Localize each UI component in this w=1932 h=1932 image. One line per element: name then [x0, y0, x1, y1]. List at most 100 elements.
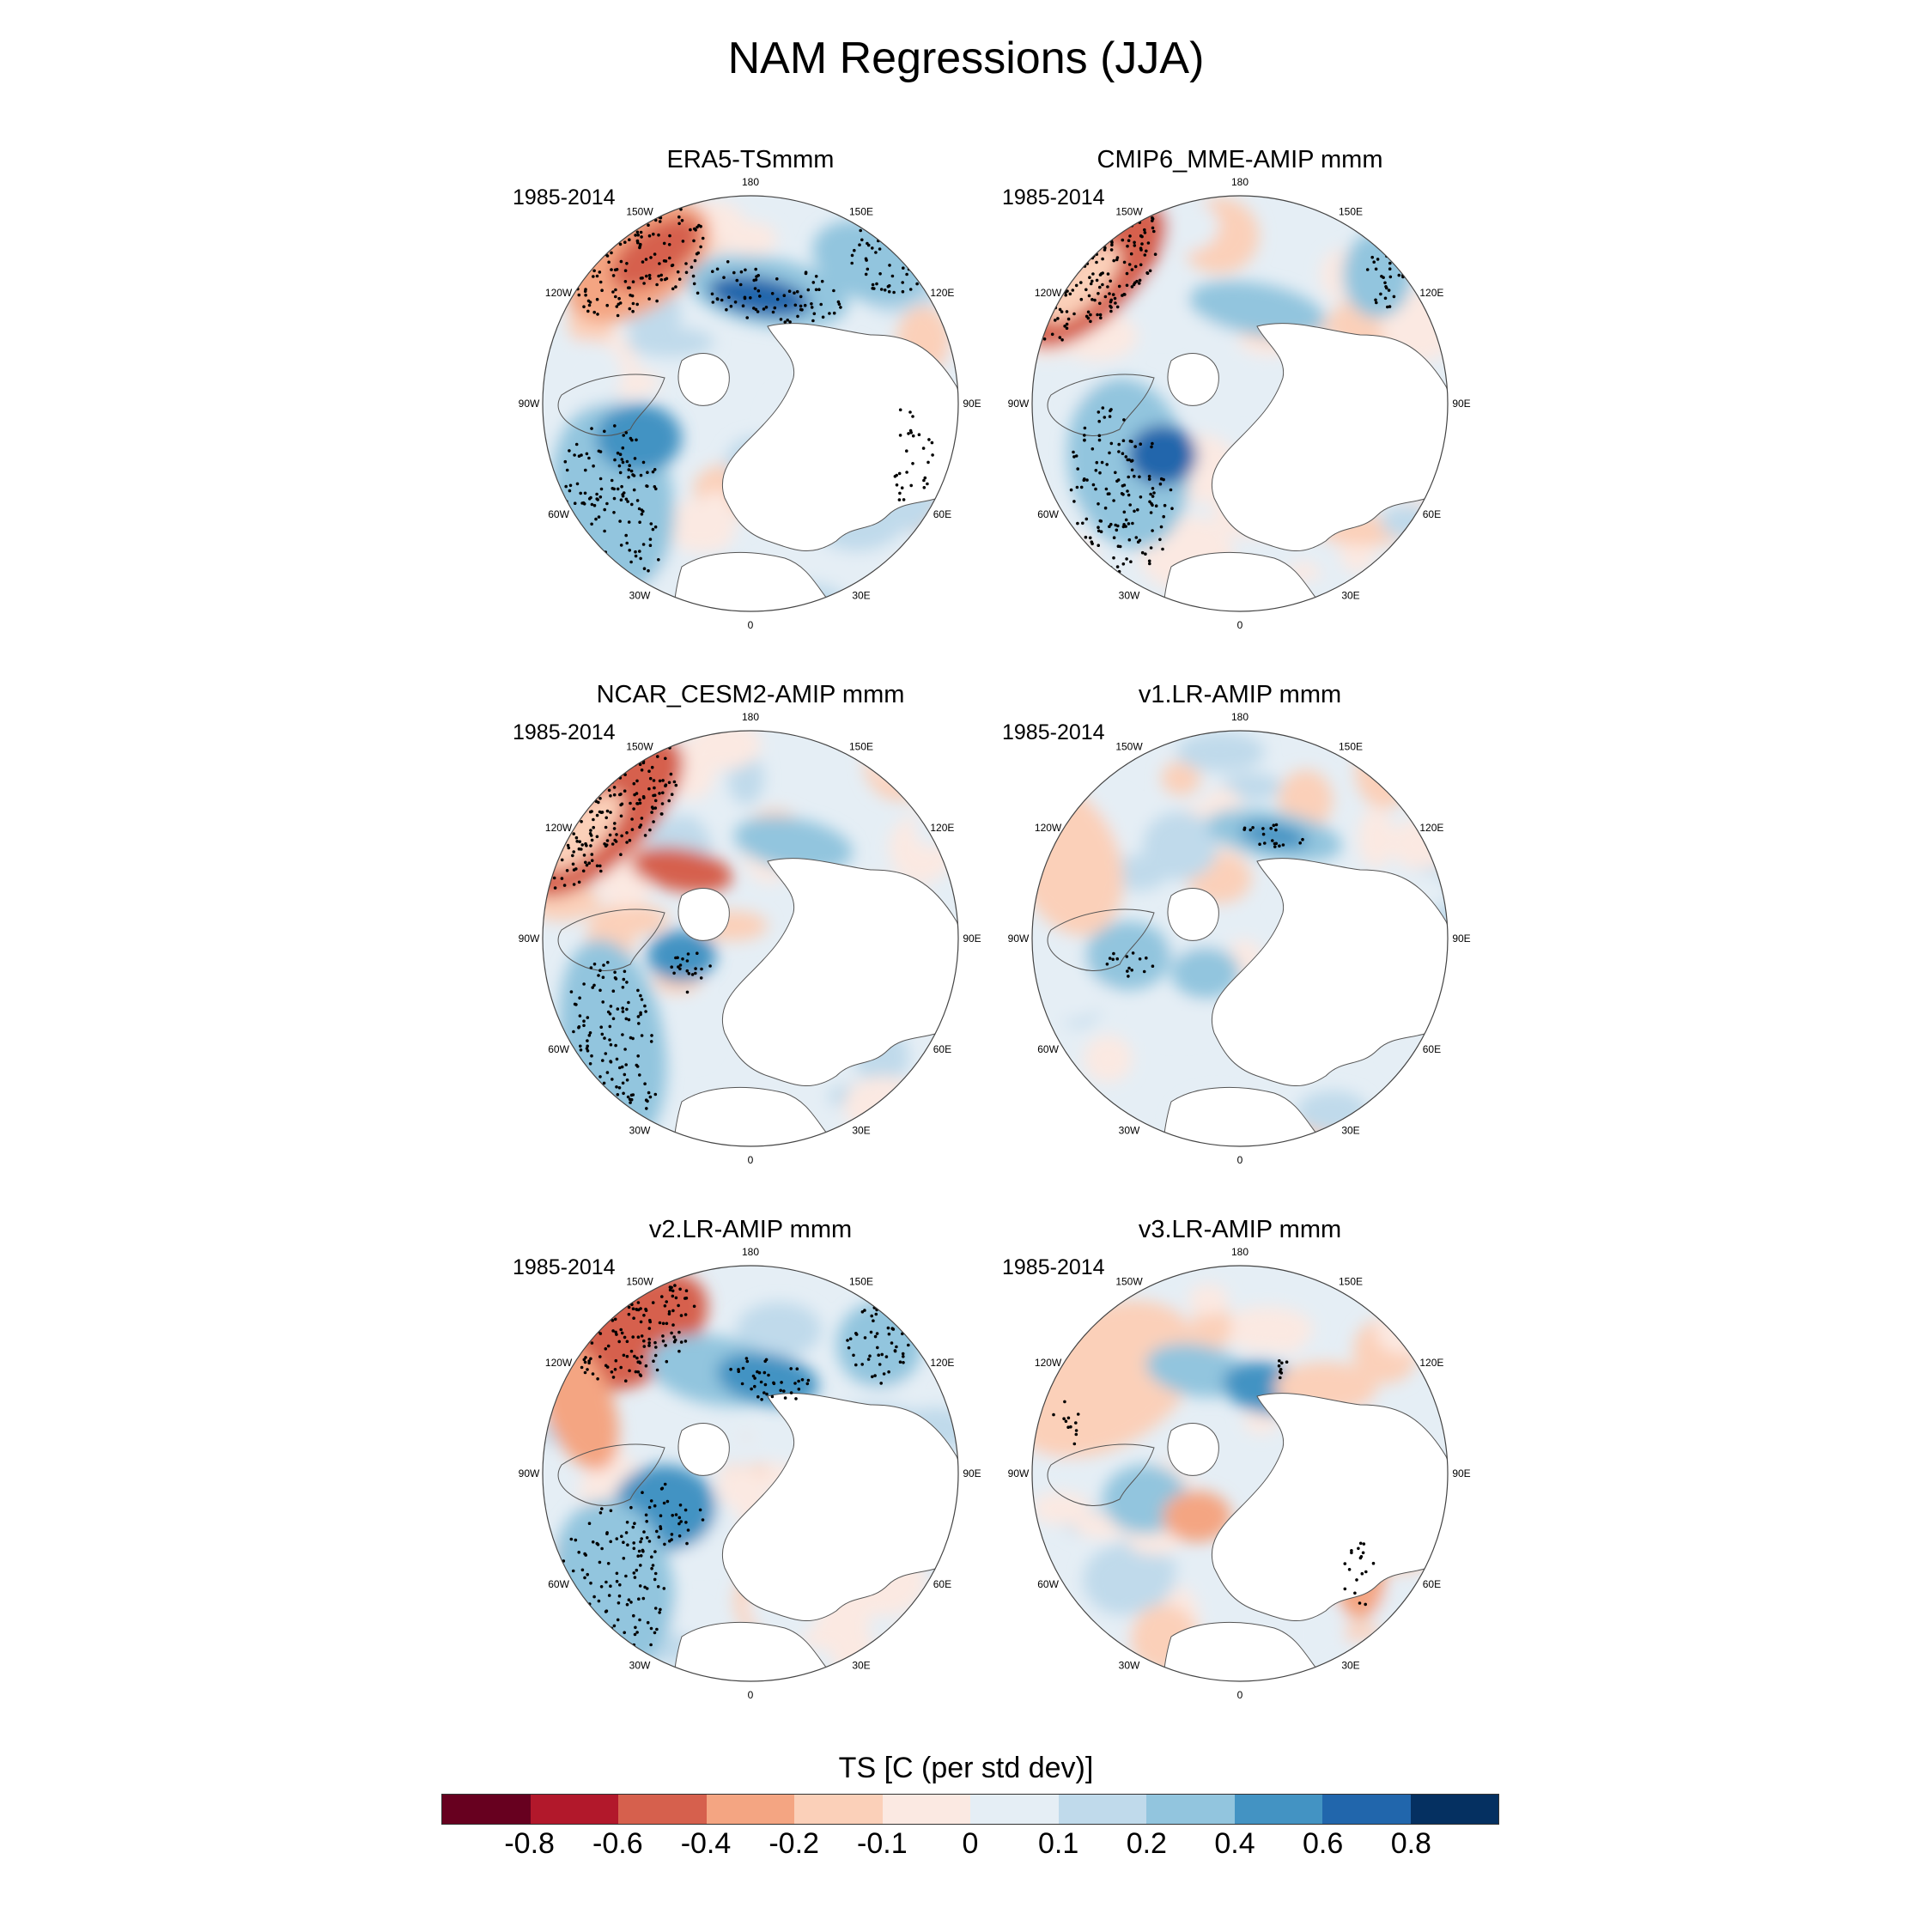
stipple-dot: [1073, 254, 1078, 258]
stipple-dot: [640, 998, 644, 1001]
stipple-dot: [583, 491, 587, 495]
stipple-dot: [691, 274, 696, 278]
longitude-label: 60E: [933, 1578, 951, 1590]
stipple-dot: [638, 825, 641, 829]
stipple-dot: [637, 507, 641, 511]
stipple-dot: [905, 1327, 908, 1331]
stipple-dot: [623, 1111, 627, 1115]
stipple-dot: [1121, 562, 1126, 566]
stipple-dot: [592, 464, 595, 468]
stipple-dot: [556, 855, 559, 860]
stipple-dot: [871, 287, 874, 290]
stipple-dot: [878, 1363, 882, 1366]
stipple-dot: [1076, 1413, 1080, 1416]
stipple-dot: [611, 1017, 616, 1021]
stipple-dot: [563, 459, 568, 464]
stipple-dot: [602, 963, 605, 967]
stipple-dot: [1063, 1400, 1066, 1404]
stipple-dot: [921, 264, 926, 267]
stipple-dot: [1149, 546, 1153, 550]
stipple-dot: [925, 253, 929, 258]
stipple-dot: [613, 822, 617, 825]
stipple-dot: [609, 1060, 613, 1064]
stipple-dot: [1097, 434, 1102, 438]
stipple-dot: [1072, 455, 1076, 459]
stipple-dot: [631, 280, 635, 283]
stipple-dot: [571, 862, 575, 866]
stipple-dot: [923, 476, 927, 480]
stipple-dot: [701, 236, 705, 240]
stipple-dot: [1158, 482, 1163, 486]
stipple-dot: [574, 1627, 578, 1631]
longitude-label: 150E: [849, 206, 873, 218]
stipple-dot: [905, 471, 908, 474]
stipple-dot: [1127, 493, 1131, 497]
anomaly-patch: [543, 196, 617, 257]
colorbar-box: [618, 1795, 707, 1824]
stipple-dot: [653, 252, 657, 256]
stipple-dot: [870, 1314, 873, 1318]
stipple-dot: [638, 550, 641, 553]
stipple-dot: [1106, 218, 1110, 222]
anomaly-patch: [890, 1103, 958, 1146]
stipple-dot: [622, 434, 625, 437]
stipple-dot: [895, 483, 899, 487]
stipple-dot: [624, 497, 629, 501]
stipple-dot: [756, 1370, 759, 1374]
stipple-dot: [1169, 488, 1173, 492]
stipple-dot: [578, 996, 581, 999]
stipple-dot: [1382, 276, 1385, 279]
stipple-dot: [610, 251, 613, 255]
stipple-dot: [897, 498, 902, 501]
stipple-dot: [684, 1289, 689, 1292]
stipple-dot: [1129, 560, 1133, 563]
stipple-dot: [810, 302, 813, 306]
colorbar-box: [1058, 1795, 1146, 1824]
stipple-dot: [590, 853, 594, 856]
stipple-dot: [600, 1032, 605, 1036]
stipple-dot: [614, 288, 617, 292]
longitude-label: 120W: [1035, 822, 1062, 834]
stipple-dot: [586, 1079, 589, 1084]
stipple-dot: [898, 408, 902, 412]
stipple-dot: [868, 1354, 872, 1358]
stipple-dot: [585, 844, 588, 848]
stipple-dot: [1076, 467, 1079, 471]
anomaly-patch: [1142, 811, 1218, 880]
stipple-dot: [663, 277, 667, 282]
stipple-dot: [674, 285, 677, 289]
longitude-label: 120W: [1035, 287, 1062, 299]
stipple-dot: [601, 579, 605, 583]
stipple-dot: [710, 292, 714, 296]
stipple-dot: [789, 1367, 793, 1370]
stipple-dot: [879, 1382, 883, 1385]
stipple-dot: [1280, 1361, 1284, 1365]
stipple-dot: [586, 1331, 590, 1334]
stipple-dot: [819, 302, 823, 307]
anomaly-patch: [1264, 1321, 1306, 1354]
stipple-dot: [631, 1307, 635, 1310]
stipple-dot: [621, 1081, 625, 1085]
stipple-dot: [642, 1314, 646, 1317]
stipple-dot: [583, 535, 586, 539]
stipple-dot: [888, 264, 891, 267]
stipple-dot: [583, 1629, 587, 1632]
stipple-dot: [1125, 557, 1128, 561]
stipple-dot: [799, 304, 803, 308]
stipple-dot: [653, 806, 658, 810]
stipple-dot: [638, 520, 641, 524]
longitude-label: 30W: [629, 1124, 651, 1136]
stipple-dot: [775, 277, 779, 281]
anomaly-region: [1189, 281, 1325, 337]
stipple-dot: [866, 241, 869, 246]
stipple-dot: [1124, 518, 1128, 522]
stipple-dot: [1106, 224, 1109, 228]
map-boundary: [542, 195, 959, 612]
anomaly-patch: [860, 731, 949, 770]
stipple-dot: [753, 1376, 756, 1380]
stipple-dot: [606, 961, 610, 964]
stipple-dot: [577, 293, 581, 297]
stipple-dot: [633, 223, 637, 227]
stipple-dot: [562, 817, 566, 822]
stipple-dot: [543, 855, 544, 860]
